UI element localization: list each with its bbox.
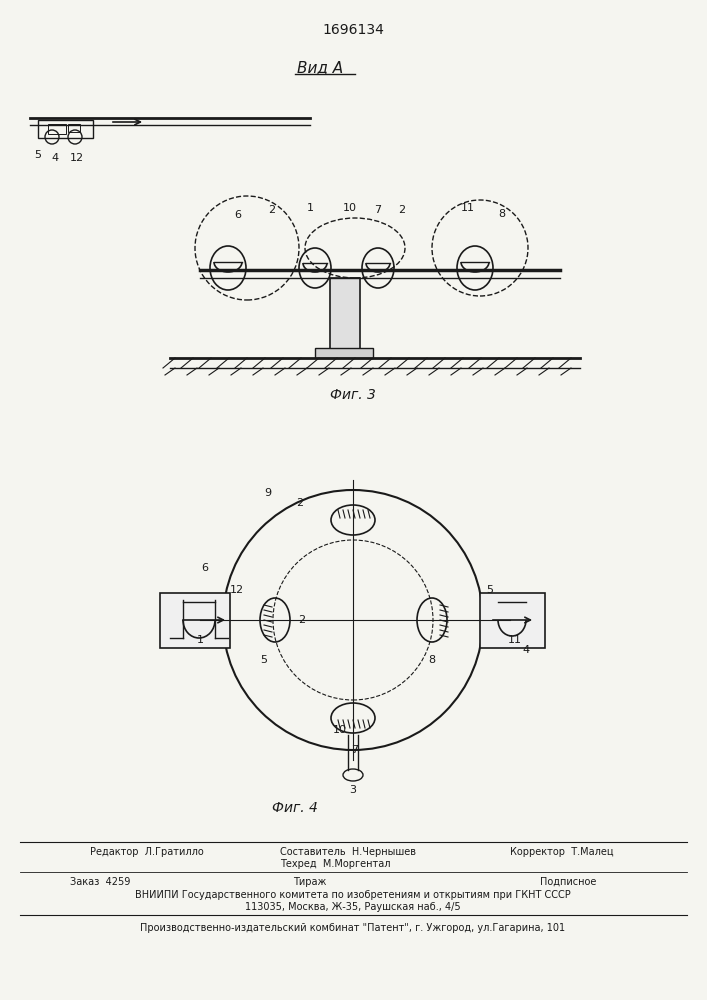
Text: 9: 9: [264, 488, 271, 498]
Text: Техред  М.Моргентал: Техред М.Моргентал: [280, 859, 390, 869]
Text: Редактор  Л.Гратилло: Редактор Л.Гратилло: [90, 847, 204, 857]
Text: 1696134: 1696134: [322, 23, 384, 37]
Text: Заказ  4259: Заказ 4259: [70, 877, 130, 887]
Bar: [315, 348, 373, 358]
Text: 1: 1: [197, 635, 204, 645]
Text: Тираж: Тираж: [293, 877, 327, 887]
Text: 4: 4: [522, 645, 530, 655]
Text: Вид А: Вид А: [297, 60, 343, 76]
Text: 5: 5: [486, 585, 493, 595]
Text: 7: 7: [375, 205, 382, 215]
Text: Фиг. 3: Фиг. 3: [330, 388, 376, 402]
Text: Производственно-издательский комбинат "Патент", г. Ужгород, ул.Гагарина, 101: Производственно-издательский комбинат "П…: [141, 923, 566, 933]
Text: 10: 10: [333, 725, 347, 735]
Text: 3: 3: [349, 785, 356, 795]
Text: 8: 8: [428, 655, 436, 665]
Text: 6: 6: [201, 563, 209, 573]
Text: 11: 11: [508, 635, 522, 645]
Text: Фиг. 4: Фиг. 4: [272, 801, 318, 815]
Text: ВНИИПИ Государственного комитета по изобретениям и открытиям при ГКНТ СССР: ВНИИПИ Государственного комитета по изоб…: [135, 890, 571, 900]
Bar: [330, 278, 360, 358]
Text: Подписное: Подписное: [540, 877, 597, 887]
Text: Составитель  Н.Чернышев: Составитель Н.Чернышев: [280, 847, 416, 857]
Text: 2: 2: [269, 205, 276, 215]
Text: 1: 1: [307, 203, 313, 213]
Text: 2: 2: [298, 615, 305, 625]
Text: 5: 5: [260, 655, 267, 665]
Text: Корректор  Т.Малец: Корректор Т.Малец: [510, 847, 614, 857]
Text: 12: 12: [70, 153, 84, 163]
Text: 7: 7: [351, 745, 358, 755]
Text: 2: 2: [296, 498, 303, 508]
Text: 4: 4: [52, 153, 59, 163]
Text: 11: 11: [461, 203, 475, 213]
Text: 5: 5: [35, 150, 42, 160]
Bar: [68, 124, 80, 132]
Text: 2: 2: [399, 205, 406, 215]
Text: 10: 10: [343, 203, 357, 213]
Text: 6: 6: [235, 210, 242, 220]
Bar: [480, 593, 545, 648]
Bar: [38, 120, 93, 138]
Text: 12: 12: [230, 585, 244, 595]
Bar: [160, 593, 230, 648]
Text: 113035, Москва, Ж-35, Раушская наб., 4/5: 113035, Москва, Ж-35, Раушская наб., 4/5: [245, 902, 461, 912]
Text: 8: 8: [498, 209, 506, 219]
Bar: [48, 124, 66, 134]
